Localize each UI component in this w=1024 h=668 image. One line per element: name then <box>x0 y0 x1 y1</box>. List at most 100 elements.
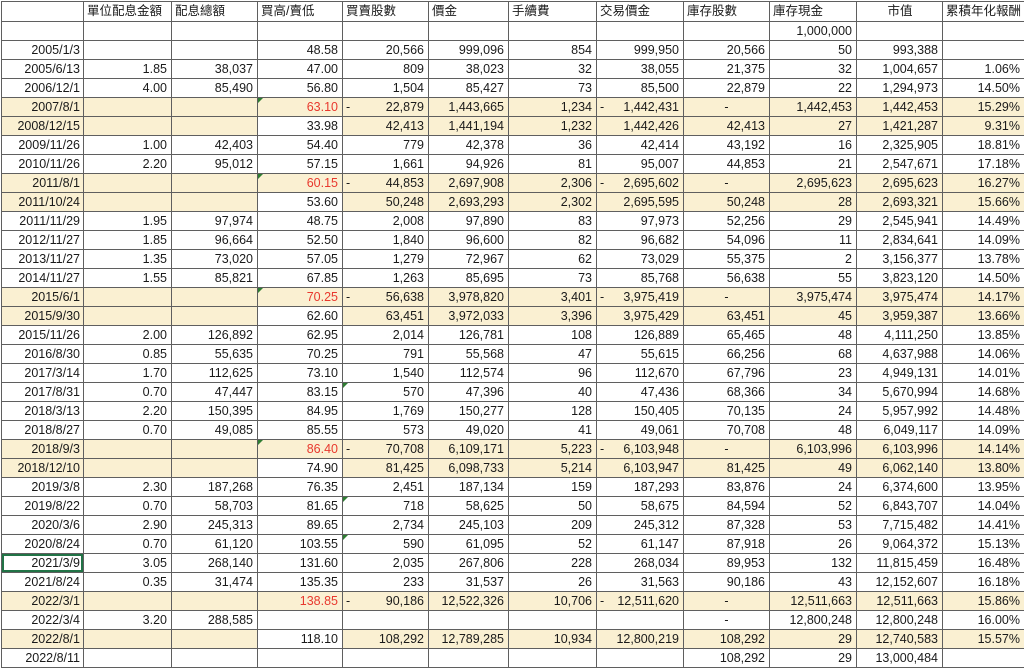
cell-price[interactable]: 53.60 <box>258 193 343 212</box>
cell-unit[interactable] <box>84 459 172 478</box>
cell-fee[interactable] <box>509 22 597 41</box>
cell-trade[interactable]: 73,029 <box>597 250 684 269</box>
cell-amount[interactable] <box>429 649 509 668</box>
cell-price[interactable]: 48.75 <box>258 212 343 231</box>
cell-price[interactable]: 48.58 <box>258 41 343 60</box>
cell-total[interactable] <box>172 649 258 668</box>
cell-amount[interactable]: 245,103 <box>429 516 509 535</box>
cell-stock[interactable]: 65,465 <box>684 326 770 345</box>
cell-ret[interactable]: 15.57% <box>943 630 1024 649</box>
cell-value[interactable]: 2,547,671 <box>857 155 943 174</box>
column-header-date[interactable] <box>2 2 84 22</box>
cell-stock[interactable]: 83,876 <box>684 478 770 497</box>
cell-amount[interactable]: 6,109,171 <box>429 440 509 459</box>
cell-cash[interactable]: 68 <box>770 345 857 364</box>
cell-cash[interactable]: 21 <box>770 155 857 174</box>
cell-fee[interactable] <box>509 611 597 630</box>
cell-date[interactable]: 2019/3/8 <box>2 478 84 497</box>
cell-shares[interactable]: 2,008 <box>343 212 429 231</box>
cell-price[interactable]: 83.15 <box>258 383 343 402</box>
cell-value[interactable]: 1,442,453 <box>857 98 943 117</box>
cell-total[interactable]: 42,403 <box>172 136 258 155</box>
cell-stock[interactable]: 56,638 <box>684 269 770 288</box>
cell-ret[interactable]: 14.14% <box>943 440 1024 459</box>
cell-ret[interactable]: 14.41% <box>943 516 1024 535</box>
cell-value[interactable]: 3,156,377 <box>857 250 943 269</box>
cell-fee[interactable]: 73 <box>509 269 597 288</box>
cell-total[interactable]: 268,140 <box>172 554 258 573</box>
cell-total[interactable] <box>172 459 258 478</box>
cell-date[interactable]: 2018/8/27 <box>2 421 84 440</box>
cell-total[interactable]: 288,585 <box>172 611 258 630</box>
cell-price[interactable]: 76.35 <box>258 478 343 497</box>
cell-date[interactable]: 2008/12/15 <box>2 117 84 136</box>
cell-trade[interactable]: 55,615 <box>597 345 684 364</box>
cell-amount[interactable] <box>429 611 509 630</box>
cell-value[interactable] <box>857 22 943 41</box>
cell-total[interactable] <box>172 440 258 459</box>
cell-shares[interactable]: 2,451 <box>343 478 429 497</box>
cell-total[interactable] <box>172 98 258 117</box>
cell-ret[interactable]: 16.27% <box>943 174 1024 193</box>
cell-fee[interactable]: 81 <box>509 155 597 174</box>
cell-amount[interactable]: 3,972,033 <box>429 307 509 326</box>
cell-price[interactable]: 47.00 <box>258 60 343 79</box>
cell-unit[interactable] <box>84 22 172 41</box>
cell-trade[interactable]: 96,682 <box>597 231 684 250</box>
cell-ret[interactable]: 14.50% <box>943 79 1024 98</box>
cell-total[interactable]: 112,625 <box>172 364 258 383</box>
cell-trade[interactable]: -12,511,620 <box>597 592 684 611</box>
cell-shares[interactable]: 2,014 <box>343 326 429 345</box>
cell-shares[interactable]: 1,504 <box>343 79 429 98</box>
cell-trade[interactable]: 85,500 <box>597 79 684 98</box>
cell-fee[interactable]: 26 <box>509 573 597 592</box>
cell-stock[interactable]: 90,186 <box>684 573 770 592</box>
cell-cash[interactable]: 16 <box>770 136 857 155</box>
cell-stock[interactable]: - <box>684 174 770 193</box>
cell-trade[interactable]: 58,675 <box>597 497 684 516</box>
cell-amount[interactable]: 38,023 <box>429 60 509 79</box>
cell-fee[interactable]: 32 <box>509 60 597 79</box>
cell-unit[interactable]: 2.00 <box>84 326 172 345</box>
cell-value[interactable]: 4,111,250 <box>857 326 943 345</box>
cell-value[interactable]: 12,800,248 <box>857 611 943 630</box>
cell-date[interactable]: 2012/11/27 <box>2 231 84 250</box>
cell-shares[interactable]: 1,661 <box>343 155 429 174</box>
cell-date[interactable]: 2015/6/1 <box>2 288 84 307</box>
cell-value[interactable]: 6,374,600 <box>857 478 943 497</box>
cell-date[interactable]: 2016/8/30 <box>2 345 84 364</box>
cell-amount[interactable]: 12,789,285 <box>429 630 509 649</box>
cell-price[interactable]: 103.55 <box>258 535 343 554</box>
cell-amount[interactable]: 12,522,326 <box>429 592 509 611</box>
cell-ret[interactable]: 14.48% <box>943 402 1024 421</box>
cell-ret[interactable]: 1.06% <box>943 60 1024 79</box>
cell-shares[interactable]: 20,566 <box>343 41 429 60</box>
cell-price[interactable]: 70.25 <box>258 345 343 364</box>
cell-fee[interactable]: 2,306 <box>509 174 597 193</box>
cell-cash[interactable]: 48 <box>770 326 857 345</box>
cell-trade[interactable]: 47,436 <box>597 383 684 402</box>
cell-fee[interactable]: 47 <box>509 345 597 364</box>
cell-stock[interactable]: 22,879 <box>684 79 770 98</box>
cell-total[interactable]: 126,892 <box>172 326 258 345</box>
cell-value[interactable]: 2,325,905 <box>857 136 943 155</box>
cell-date[interactable]: 2005/1/3 <box>2 41 84 60</box>
cell-unit[interactable]: 3.05 <box>84 554 172 573</box>
cell-shares[interactable]: -44,853 <box>343 174 429 193</box>
cell-unit[interactable]: 2.30 <box>84 478 172 497</box>
cell-value[interactable]: 6,049,117 <box>857 421 943 440</box>
cell-cash[interactable]: 29 <box>770 212 857 231</box>
cell-cash[interactable]: 24 <box>770 478 857 497</box>
cell-stock[interactable]: - <box>684 288 770 307</box>
cell-price[interactable]: 62.60 <box>258 307 343 326</box>
cell-ret[interactable]: 14.09% <box>943 421 1024 440</box>
column-header-fee[interactable]: 手續費 <box>509 2 597 22</box>
cell-trade[interactable]: 3,975,429 <box>597 307 684 326</box>
cell-unit[interactable] <box>84 592 172 611</box>
cell-stock[interactable]: 54,096 <box>684 231 770 250</box>
cell-fee[interactable]: 83 <box>509 212 597 231</box>
cell-stock[interactable]: 67,796 <box>684 364 770 383</box>
cell-fee[interactable]: 1,232 <box>509 117 597 136</box>
cell-trade[interactable]: 97,973 <box>597 212 684 231</box>
column-header-total[interactable]: 配息總額 <box>172 2 258 22</box>
